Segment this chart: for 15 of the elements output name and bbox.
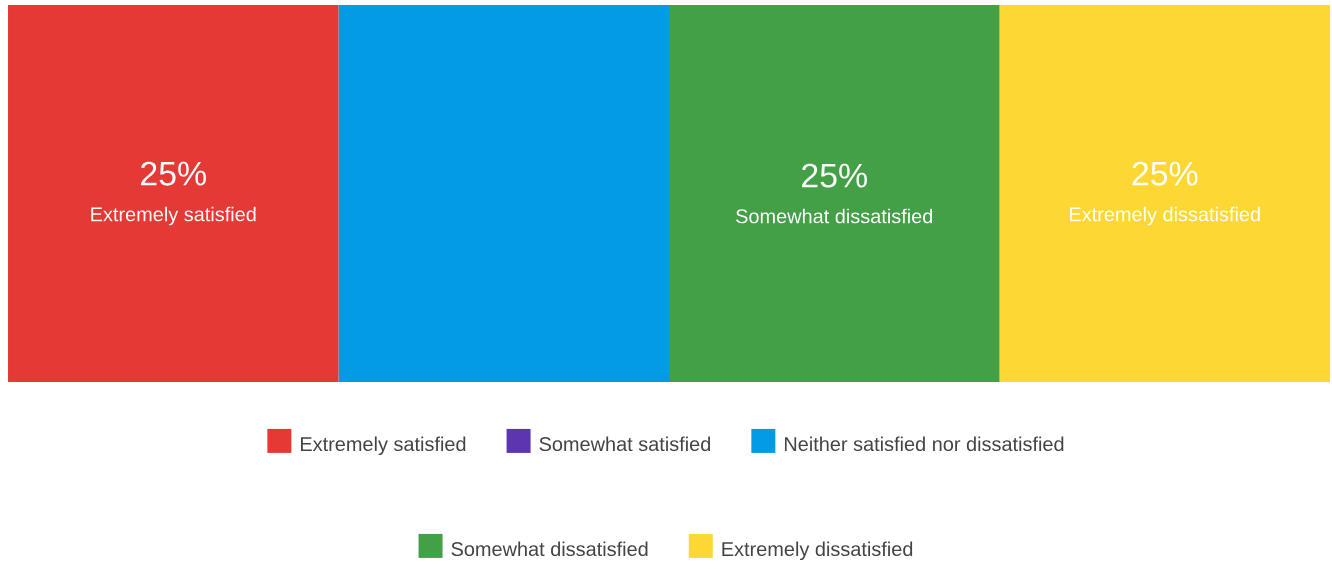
data-label: 25% <box>802 163 867 188</box>
legend-label: Extremely satisfied <box>301 436 466 456</box>
legend-label: Somewhat satisfied <box>539 436 711 452</box>
data-label: 25% <box>141 161 206 186</box>
bar <box>338 4 670 382</box>
legend-label: Neither satisfied nor dissatisfied <box>784 436 1064 452</box>
legend-label: Extremely dissatisfied <box>722 541 913 561</box>
text: Extremely satisfied <box>91 206 256 226</box>
data-label: 25% <box>1132 161 1198 186</box>
bar <box>8 4 339 382</box>
legend-label: Somewhat dissatisfied <box>451 541 648 557</box>
bar <box>669 4 1000 382</box>
text: Somewhat dissatisfied <box>736 208 933 224</box>
bar <box>999 4 1331 382</box>
text: Extremely dissatisfied <box>1070 206 1260 226</box>
